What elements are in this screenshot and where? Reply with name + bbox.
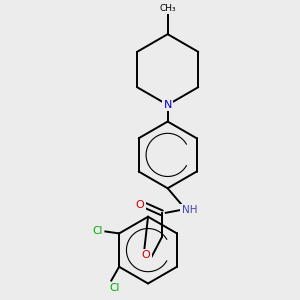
Text: CH₃: CH₃ (159, 4, 176, 13)
Text: N: N (164, 100, 172, 110)
Text: O: O (142, 250, 150, 260)
Text: NH: NH (182, 205, 197, 215)
Text: Cl: Cl (92, 226, 103, 236)
Text: Cl: Cl (109, 284, 119, 293)
Text: O: O (136, 200, 145, 210)
